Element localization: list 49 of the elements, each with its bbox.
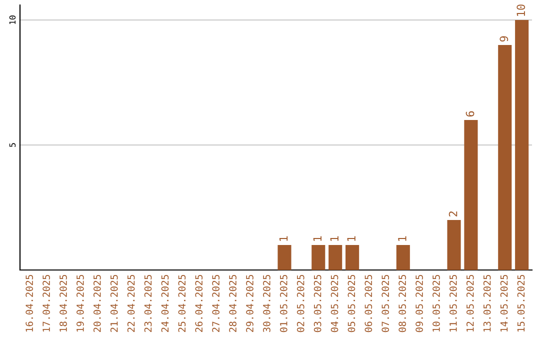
bar — [515, 20, 529, 270]
data-label: 9 — [500, 36, 508, 42]
x-tick-label: 20.04.2025 — [93, 274, 101, 332]
x-tick-label: 13.05.2025 — [483, 274, 491, 332]
y-tick-label: 5 — [9, 143, 16, 147]
x-tick-label: 11.05.2025 — [450, 274, 457, 332]
bar — [447, 220, 461, 270]
data-label: 1 — [398, 236, 406, 241]
data-label: 1 — [279, 236, 288, 241]
x-tick-label: 29.04.2025 — [246, 274, 254, 332]
x-tick-label: 01.05.2025 — [280, 274, 288, 332]
x-tick-label: 27.04.2025 — [212, 274, 220, 332]
x-tick-label: 19.04.2025 — [76, 274, 84, 332]
x-tick-label: 04.05.2025 — [330, 274, 338, 332]
x-tick-label: 30.04.2025 — [263, 274, 270, 332]
x-tick-label: 03.05.2025 — [314, 274, 322, 332]
x-tick-label: 17.04.2025 — [42, 274, 50, 332]
x-tick-label: 22.04.2025 — [127, 274, 135, 332]
x-tick-label: 07.05.2025 — [382, 274, 390, 332]
x-tick-label: 06.05.2025 — [364, 274, 372, 332]
bar — [464, 120, 478, 270]
x-tick-label: 26.04.2025 — [195, 274, 203, 332]
x-tick-label: 15.05.2025 — [517, 274, 525, 332]
x-tick-label: 09.05.2025 — [416, 274, 423, 332]
x-tick-label: 18.04.2025 — [60, 274, 67, 332]
x-tick-label: 08.05.2025 — [398, 274, 406, 332]
x-tick-label: 25.04.2025 — [178, 274, 186, 332]
x-tick-label: 28.04.2025 — [229, 274, 236, 332]
x-tick-label: 23.04.2025 — [144, 274, 152, 332]
x-tick-label: 10.05.2025 — [432, 274, 440, 332]
data-label: 1 — [347, 236, 356, 241]
x-tick-label: 12.05.2025 — [466, 274, 474, 332]
x-tick-label: 14.05.2025 — [500, 274, 508, 332]
x-tick-label: 24.04.2025 — [161, 274, 169, 332]
x-tick-label: 05.05.2025 — [348, 274, 356, 332]
x-tick-label: 16.04.2025 — [26, 274, 34, 332]
bar — [278, 245, 292, 270]
bar — [396, 245, 410, 270]
x-tick-label: 02.05.2025 — [296, 274, 304, 332]
data-label: 6 — [466, 111, 474, 116]
bar — [328, 245, 342, 270]
bar — [498, 45, 512, 270]
bar — [312, 245, 326, 270]
data-label: 2 — [448, 211, 458, 216]
data-label: 1 — [330, 236, 338, 241]
data-label: 10 — [516, 4, 526, 16]
x-tick-label: 21.04.2025 — [110, 274, 118, 332]
bar — [346, 245, 360, 270]
data-label: 1 — [313, 236, 322, 241]
